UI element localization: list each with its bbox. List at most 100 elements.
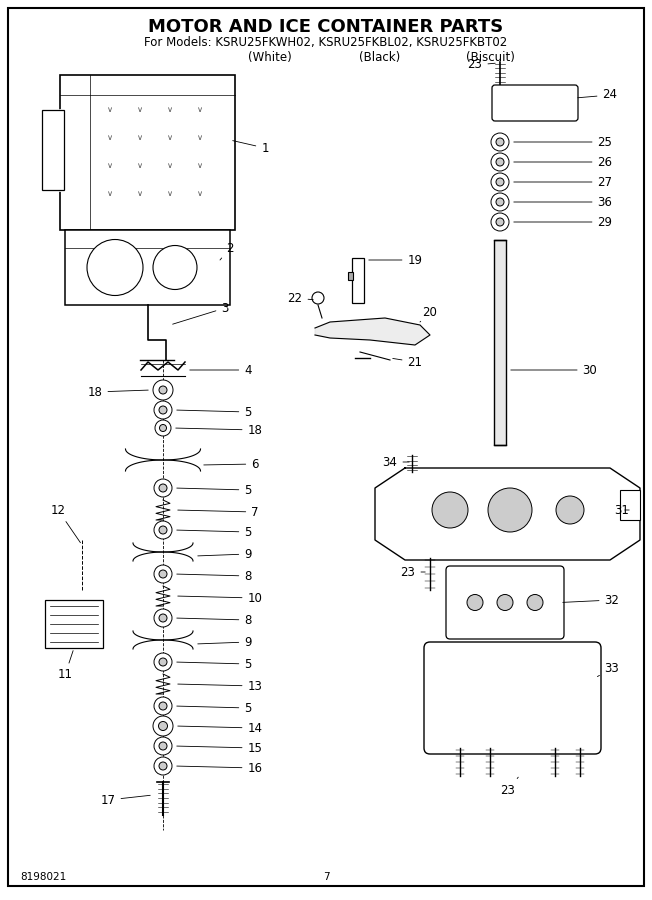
- Text: ∨: ∨: [197, 133, 203, 142]
- Text: (White): (White): [248, 51, 292, 64]
- Circle shape: [520, 93, 540, 113]
- Text: 25: 25: [514, 136, 612, 149]
- Circle shape: [496, 138, 504, 146]
- Circle shape: [154, 401, 172, 419]
- Polygon shape: [315, 318, 430, 345]
- Text: 7: 7: [323, 872, 329, 882]
- FancyBboxPatch shape: [492, 85, 578, 121]
- Text: 24: 24: [578, 88, 617, 102]
- Circle shape: [153, 716, 173, 736]
- Circle shape: [160, 425, 166, 431]
- Text: ∨: ∨: [167, 161, 173, 170]
- Text: 17: 17: [100, 794, 150, 806]
- Circle shape: [491, 133, 509, 151]
- Circle shape: [159, 702, 167, 710]
- Text: ∨: ∨: [167, 133, 173, 142]
- Circle shape: [496, 178, 504, 186]
- Circle shape: [154, 521, 172, 539]
- Text: 8198021: 8198021: [20, 872, 67, 882]
- Circle shape: [159, 658, 167, 666]
- Circle shape: [154, 653, 172, 671]
- Text: 26: 26: [514, 156, 612, 168]
- Text: For Models: KSRU25FKWH02, KSRU25FKBL02, KSRU25FKBT02: For Models: KSRU25FKWH02, KSRU25FKBL02, …: [144, 36, 508, 49]
- Circle shape: [491, 193, 509, 211]
- Circle shape: [159, 484, 167, 492]
- Circle shape: [488, 488, 532, 532]
- Text: 15: 15: [177, 742, 263, 754]
- Text: 19: 19: [369, 254, 422, 266]
- Text: (Biscuit): (Biscuit): [466, 51, 514, 64]
- Circle shape: [159, 614, 167, 622]
- Circle shape: [491, 153, 509, 171]
- Text: 5: 5: [177, 701, 252, 715]
- Circle shape: [159, 526, 167, 534]
- Circle shape: [496, 158, 504, 166]
- Circle shape: [467, 595, 483, 610]
- Text: 23: 23: [467, 58, 496, 71]
- Text: 6: 6: [204, 457, 259, 471]
- Text: ∨: ∨: [107, 105, 113, 114]
- Circle shape: [154, 737, 172, 755]
- Circle shape: [154, 697, 172, 715]
- Text: 33: 33: [597, 662, 619, 677]
- Text: 9: 9: [198, 547, 252, 561]
- Polygon shape: [375, 468, 640, 560]
- Circle shape: [155, 420, 171, 436]
- Circle shape: [491, 213, 509, 231]
- Text: 12: 12: [50, 503, 80, 543]
- Text: ∨: ∨: [167, 105, 173, 114]
- Text: MOTOR AND ICE CONTAINER PARTS: MOTOR AND ICE CONTAINER PARTS: [149, 18, 503, 36]
- Text: 18: 18: [87, 385, 148, 399]
- Circle shape: [154, 565, 172, 583]
- Text: 11: 11: [57, 651, 73, 681]
- Circle shape: [159, 386, 167, 394]
- Bar: [45, 600, 103, 648]
- Circle shape: [154, 609, 172, 627]
- Circle shape: [496, 198, 504, 206]
- Bar: [60, 75, 235, 230]
- Text: ∨: ∨: [137, 161, 143, 170]
- Text: ∨: ∨: [107, 133, 113, 142]
- Text: 13: 13: [178, 680, 263, 692]
- Text: 27: 27: [514, 176, 612, 188]
- Text: ∨: ∨: [197, 161, 203, 170]
- Circle shape: [159, 570, 167, 578]
- Circle shape: [497, 595, 513, 610]
- Text: 31: 31: [615, 503, 629, 517]
- Circle shape: [154, 757, 172, 775]
- Text: 4: 4: [190, 364, 252, 376]
- Circle shape: [153, 246, 197, 290]
- Circle shape: [87, 239, 143, 295]
- Circle shape: [153, 380, 173, 400]
- Bar: [620, 490, 640, 520]
- Circle shape: [154, 479, 172, 497]
- Bar: [42, 110, 64, 190]
- Circle shape: [159, 742, 167, 750]
- Circle shape: [159, 762, 167, 770]
- Text: 5: 5: [177, 483, 252, 497]
- Text: ∨: ∨: [107, 190, 113, 199]
- Text: 2: 2: [220, 241, 234, 260]
- Text: 23: 23: [400, 565, 425, 579]
- Bar: [494, 240, 506, 445]
- Circle shape: [158, 722, 168, 731]
- Text: 8: 8: [177, 570, 252, 582]
- Text: 20: 20: [420, 305, 437, 322]
- Text: 10: 10: [178, 591, 263, 605]
- Text: 23: 23: [501, 778, 518, 796]
- Bar: [348, 272, 353, 280]
- Text: 21: 21: [393, 356, 422, 368]
- Text: 29: 29: [514, 215, 612, 229]
- Text: ∨: ∨: [197, 105, 203, 114]
- Text: 36: 36: [514, 195, 612, 209]
- Text: 14: 14: [178, 722, 263, 734]
- Circle shape: [432, 492, 468, 528]
- Text: ∨: ∨: [137, 190, 143, 199]
- Text: 16: 16: [177, 761, 263, 775]
- Bar: [352, 258, 364, 303]
- Text: 7: 7: [178, 506, 259, 518]
- Text: 9: 9: [198, 635, 252, 649]
- Text: (Black): (Black): [359, 51, 400, 64]
- Text: ∨: ∨: [137, 133, 143, 142]
- Text: 22: 22: [288, 292, 313, 304]
